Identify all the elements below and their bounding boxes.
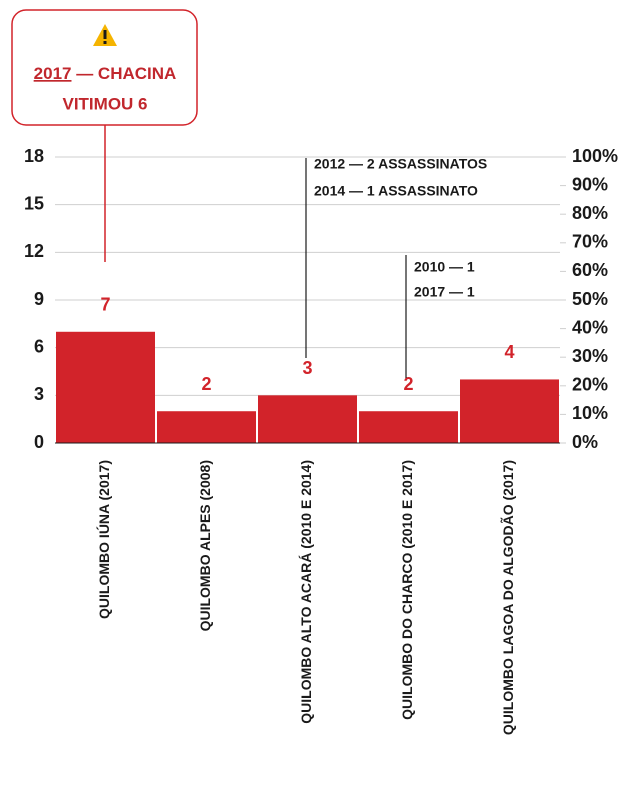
y-tick-label: 9 [34,289,44,309]
bar [258,395,357,443]
y2-tick-label: 90% [572,174,608,194]
y2-tick-label: 40% [572,317,608,337]
y2-tick-label: 10% [572,403,608,423]
y-tick-label: 18 [24,146,44,166]
warning-icon [93,24,117,46]
y2-tick-label: 60% [572,260,608,280]
value-label: 4 [504,342,514,362]
bar [157,411,256,443]
value-label: 2 [403,374,413,394]
bar [359,411,458,443]
y-tick-label: 12 [24,241,44,261]
x-tick-label: QUILOMBO ALTO ACARÁ (2010 E 2014) [298,460,314,724]
annotation: 2012 — 2 ASSASSINATOS [314,156,487,172]
y-tick-label: 3 [34,384,44,404]
value-label: 2 [201,374,211,394]
y-tick-label: 0 [34,432,44,452]
x-tick-label: QUILOMBO DO CHARCO (2010 E 2017) [399,460,415,720]
x-tick-label: QUILOMBO LAGOA DO ALGODÃO (2017) [499,460,516,735]
plot: 0 3 6 9 12 15 18 0% 10% 20% 30% 40% 50% 60% 70% 80% 90% 1… [24,146,618,735]
y-tick-label: 6 [34,336,44,356]
bar [56,331,155,443]
value-label: 7 [100,295,110,315]
y2-tick-label: 100% [572,146,618,166]
callout-year: 2017 [34,64,72,83]
callout-text: VITIMOU 6 [62,94,147,113]
y2-tick-label: 0% [572,432,598,452]
y2-tick-label: 30% [572,346,608,366]
annotation: 2017 — 1 [414,284,475,300]
x-tick-label: QUILOMBO IÚNA (2017) [95,460,112,619]
y-tick-label: 15 [24,193,44,213]
callout-line-1: 2017 — CHACINA [34,64,177,83]
x-tick-label: QUILOMBO ALPES (2008) [197,460,213,631]
annotation: 2014 — 1 ASSASSINATO [314,183,478,199]
y2-tick-label: 20% [572,375,608,395]
y2-tick-label: 50% [572,289,608,309]
y2-tick-label: 70% [572,232,608,252]
value-label: 3 [302,358,312,378]
annotation: 2010 — 1 [414,259,475,275]
bar [460,379,559,443]
callout-text: — CHACINA [71,64,176,83]
y2-tick-label: 80% [572,203,608,223]
